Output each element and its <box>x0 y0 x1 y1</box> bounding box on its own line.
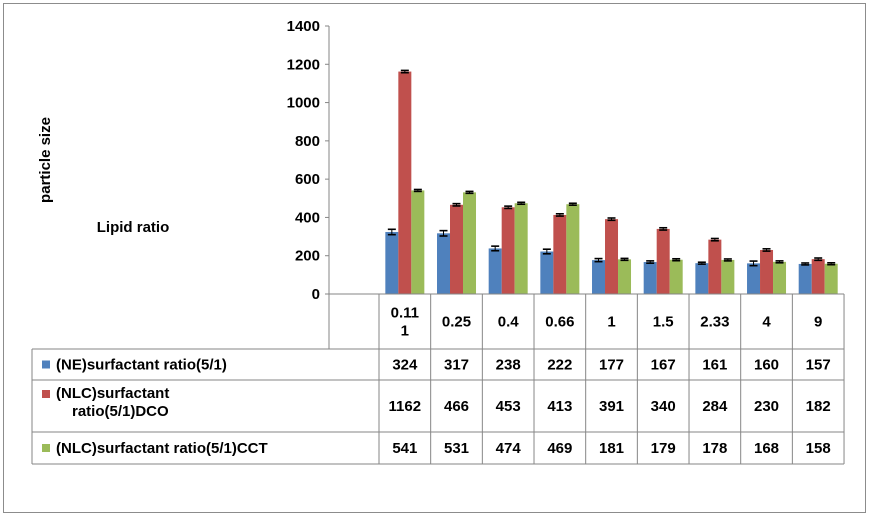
table-cell: 182 <box>806 398 831 415</box>
table-cell: 160 <box>754 357 779 374</box>
y-axis-title: particle size <box>37 117 54 203</box>
y-tick-label: 1000 <box>287 95 320 112</box>
bar <box>540 251 554 294</box>
table-cell: 317 <box>444 357 469 374</box>
table-cell: 179 <box>651 440 676 457</box>
bar <box>463 192 477 294</box>
bar <box>824 263 838 294</box>
legend-swatch <box>42 360 50 369</box>
table-cell: 413 <box>547 398 572 415</box>
bar <box>488 248 502 294</box>
bar <box>605 219 619 294</box>
x-tick-label: 0.4 <box>498 314 520 331</box>
x-tick-label: 9 <box>814 314 822 331</box>
x-tick-label: 0.25 <box>442 314 471 331</box>
table-cell: 466 <box>444 398 469 415</box>
table-cell: 181 <box>599 440 624 457</box>
x-tick-label: 0.66 <box>545 314 574 331</box>
x-tick-label: 1 <box>607 314 615 331</box>
bar <box>385 231 399 294</box>
bar <box>398 71 412 294</box>
table-cell: 474 <box>496 440 522 457</box>
table-cell: 340 <box>651 398 676 415</box>
legend-label: (NLC)surfactant ratio(5/1)CCT <box>56 440 268 457</box>
table-cell: 284 <box>702 398 728 415</box>
bar <box>566 204 580 294</box>
y-tick-label: 400 <box>295 209 320 226</box>
table-cell: 531 <box>444 440 469 457</box>
x-tick-label: 0.11 1 <box>391 305 419 340</box>
table-cell: 178 <box>702 440 727 457</box>
legend-swatch <box>42 444 50 452</box>
bar <box>656 228 670 294</box>
bar <box>437 233 451 294</box>
y-tick-label: 0 <box>312 286 320 303</box>
bar <box>501 207 515 294</box>
table-cell: 222 <box>547 357 572 374</box>
y-tick-label: 1200 <box>287 56 320 73</box>
bar <box>669 259 683 294</box>
bar <box>760 249 774 294</box>
table-cell: 167 <box>651 357 676 374</box>
table-cell: 158 <box>806 440 831 457</box>
bar <box>618 259 632 294</box>
table-cell: 238 <box>496 357 521 374</box>
table-cell: 168 <box>754 440 779 457</box>
table-cell: 453 <box>496 398 521 415</box>
table-cell: 157 <box>806 357 831 374</box>
table-cell: 1162 <box>389 398 422 415</box>
x-tick-label: 2.33 <box>700 314 729 331</box>
y-tick-label: 800 <box>295 133 320 150</box>
x-tick-label: 1.5 <box>653 314 674 331</box>
y-tick-label: 200 <box>295 248 320 265</box>
legend-label: (NLC)surfactant ratio(5/1)DCO <box>56 385 169 420</box>
legend-swatch <box>42 390 50 398</box>
table-cell: 324 <box>392 357 418 374</box>
legend-label: (NE)surfactant ratio(5/1) <box>56 357 227 374</box>
bar <box>592 260 606 294</box>
bar <box>411 190 425 294</box>
table-cell: 391 <box>599 398 624 415</box>
bar <box>514 203 528 294</box>
table-cell: 177 <box>599 357 624 374</box>
table-cell: 541 <box>392 440 417 457</box>
bar <box>811 259 825 294</box>
bar <box>721 259 735 294</box>
y-tick-label: 1400 <box>287 18 320 35</box>
bar <box>798 263 812 294</box>
bar <box>773 261 787 294</box>
y-tick-label: 600 <box>295 171 320 188</box>
chart-frame <box>3 3 866 513</box>
bar <box>450 204 464 294</box>
table-cell: 469 <box>547 440 572 457</box>
table-cell: 161 <box>702 357 727 374</box>
bar <box>553 214 567 294</box>
table-cell: 230 <box>754 398 779 415</box>
bar <box>695 263 709 294</box>
lipid-ratio-label: Lipid ratio <box>97 219 170 236</box>
bar <box>643 262 657 294</box>
x-tick-label: 4 <box>762 314 771 331</box>
bar <box>708 239 722 294</box>
bar <box>747 263 761 294</box>
